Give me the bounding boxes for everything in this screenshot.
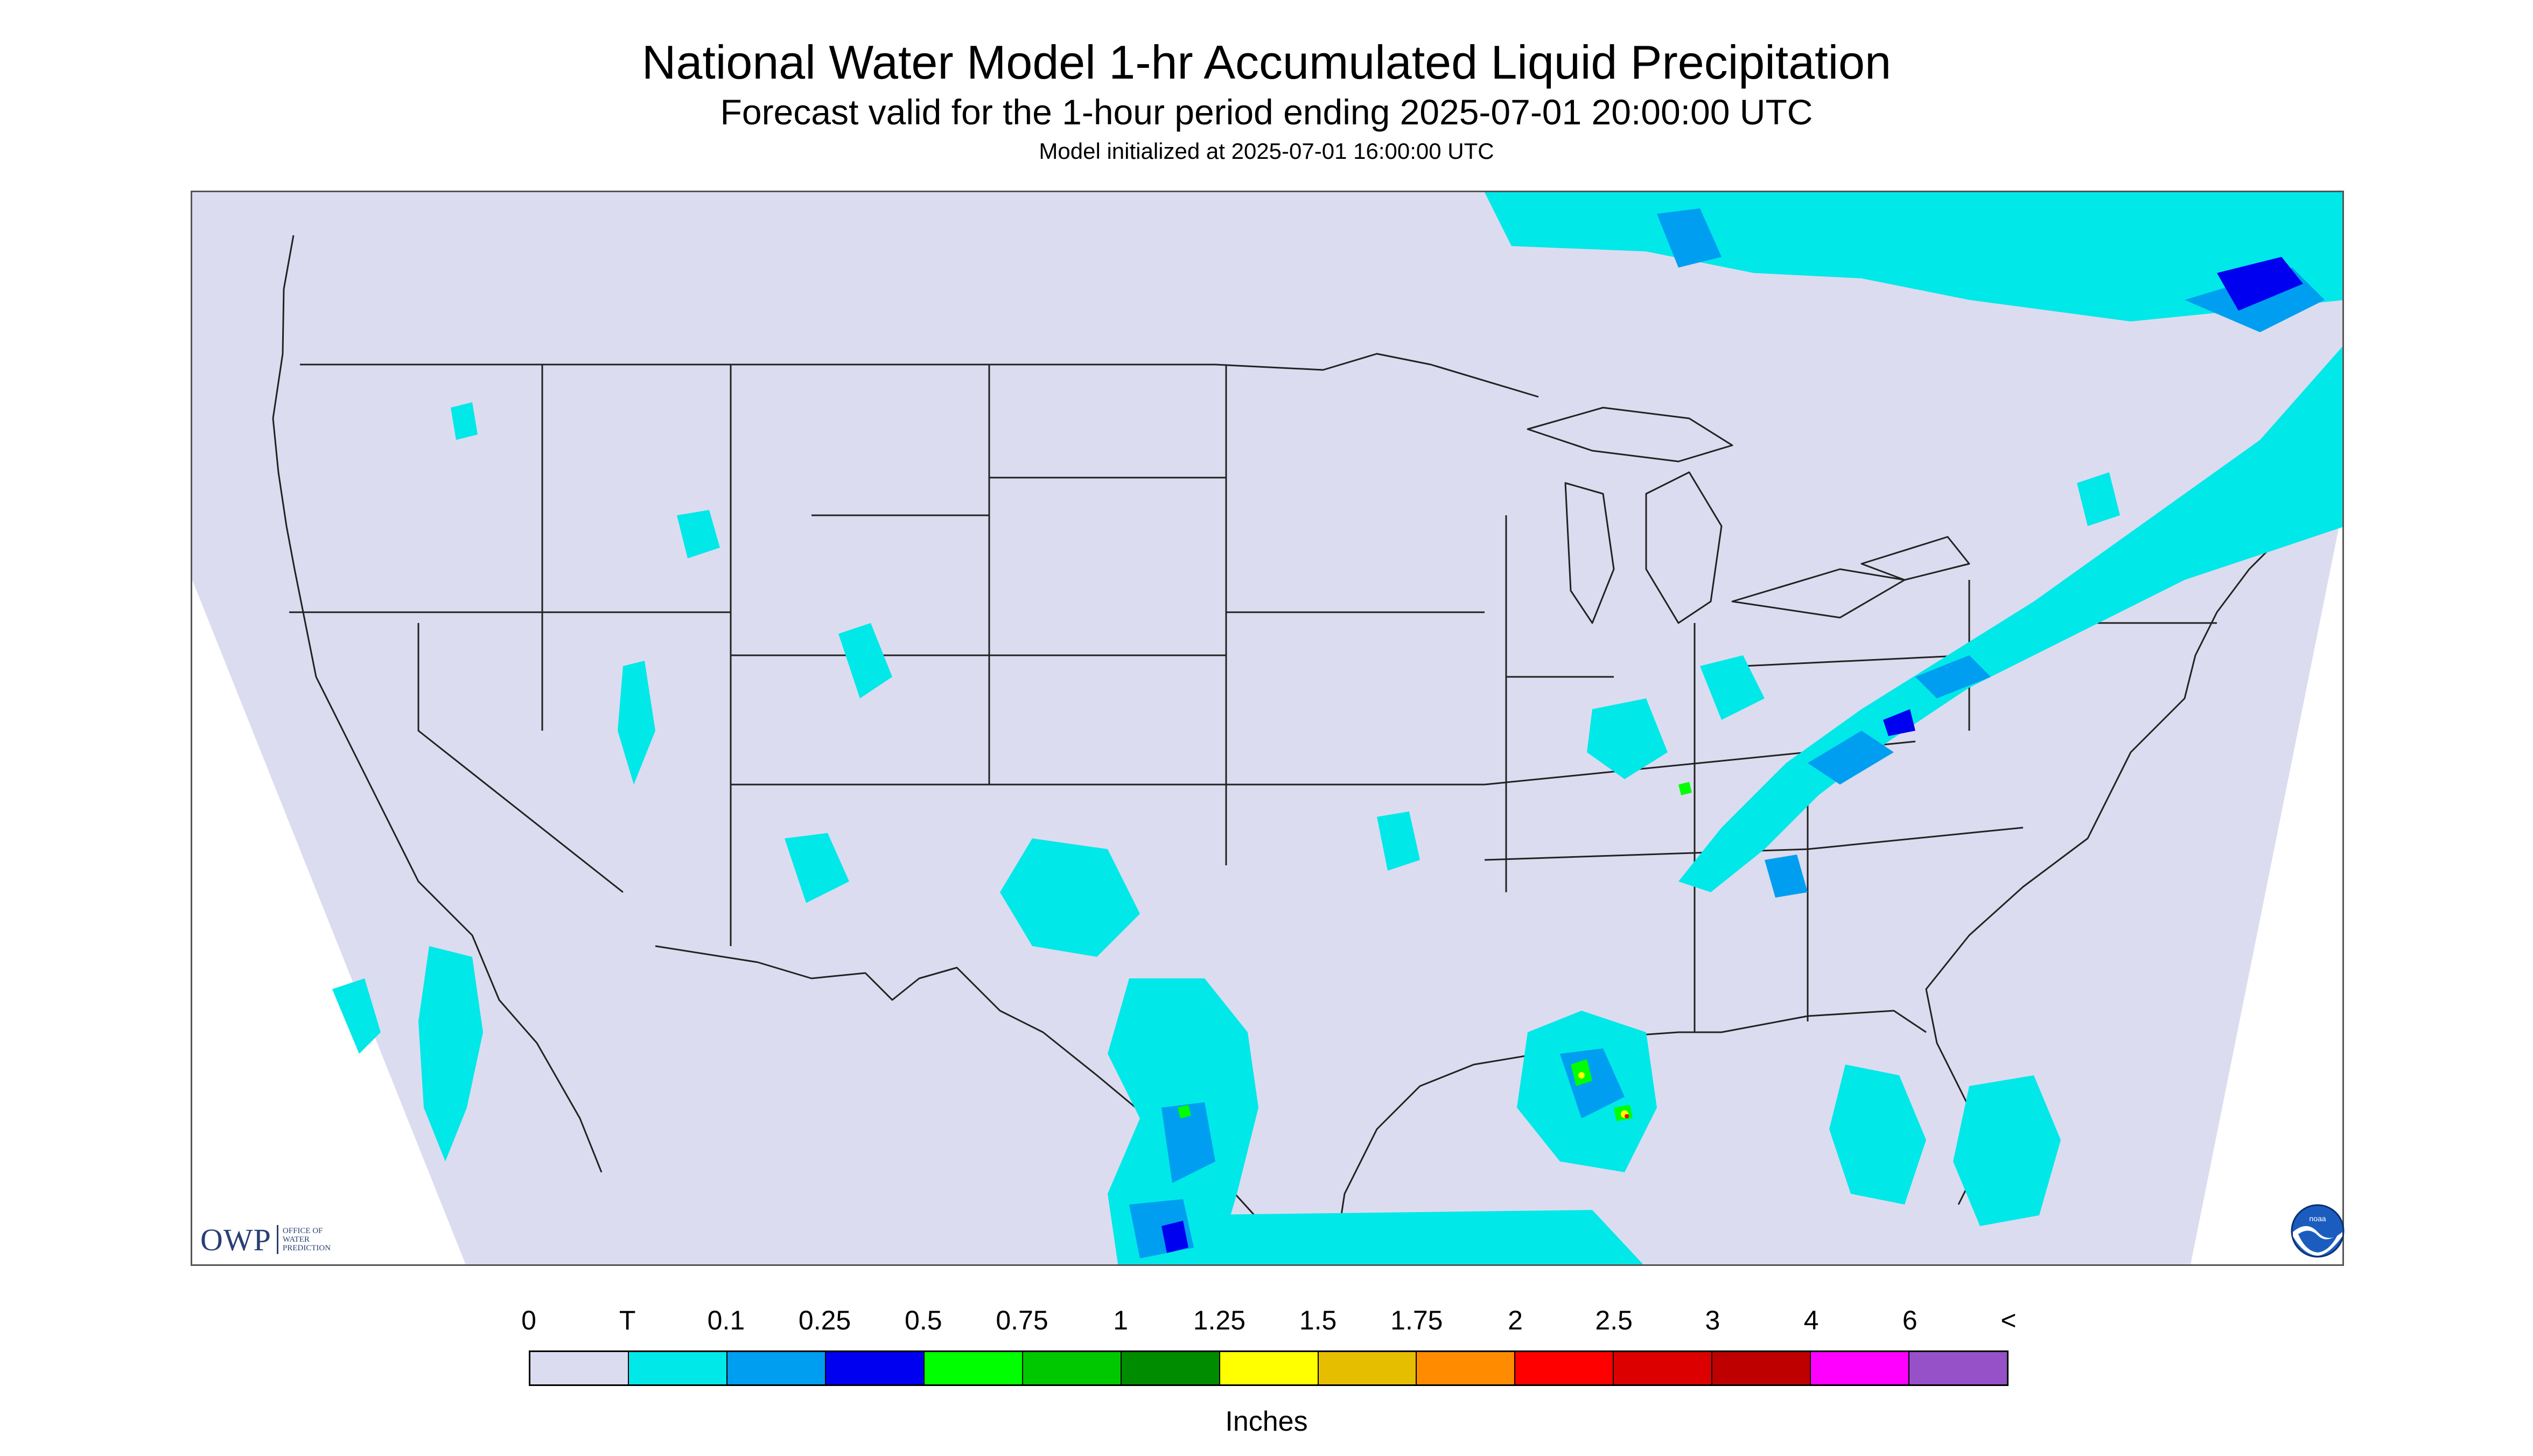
legend-tick-label: 0.1 bbox=[707, 1305, 745, 1335]
legend-tick-label: T bbox=[619, 1305, 636, 1335]
legend-swatch bbox=[825, 1352, 925, 1384]
owp-logo-letters: OWP bbox=[200, 1222, 271, 1257]
legend-tick-label: 3 bbox=[1705, 1305, 1720, 1335]
legend-swatch bbox=[1811, 1352, 1910, 1384]
color-legend bbox=[529, 1350, 2009, 1386]
map-canvas bbox=[192, 192, 2342, 1264]
legend-tick-label: 1.25 bbox=[1193, 1305, 1246, 1335]
legend-swatch bbox=[1712, 1352, 1811, 1384]
legend-tick-label: 0.25 bbox=[798, 1305, 851, 1335]
legend-units: Inches bbox=[1225, 1406, 1308, 1437]
legend-tick-label: 1 bbox=[1113, 1305, 1129, 1335]
legend-swatch bbox=[1417, 1352, 1516, 1384]
legend-tick-label: 0 bbox=[521, 1305, 536, 1335]
legend-swatch bbox=[1318, 1352, 1417, 1384]
model-initialized-line: Model initialized at 2025-07-01 16:00:00… bbox=[1039, 138, 1494, 164]
model-domain-area bbox=[192, 192, 2342, 1264]
owp-logo: OWP OFFICE OF WATER PREDICTION bbox=[200, 1222, 331, 1257]
owp-logo-divider bbox=[276, 1225, 278, 1254]
legend-tick-label: 6 bbox=[1902, 1305, 1918, 1335]
legend-swatch bbox=[530, 1352, 629, 1384]
map-title: National Water Model 1-hr Accumulated Li… bbox=[641, 36, 1892, 89]
legend-swatch bbox=[1023, 1352, 1122, 1384]
legend-swatch bbox=[628, 1352, 727, 1384]
precip-moderate-areas bbox=[1161, 257, 2303, 1253]
legend-swatch bbox=[924, 1352, 1023, 1384]
legend-swatch bbox=[1614, 1352, 1713, 1384]
legend-swatch bbox=[1220, 1352, 1319, 1384]
svg-text:noaa: noaa bbox=[2309, 1214, 2326, 1223]
owp-logo-text: OFFICE OF WATER PREDICTION bbox=[282, 1227, 331, 1252]
legend-swatch bbox=[1515, 1352, 1614, 1384]
legend-swatch bbox=[1121, 1352, 1220, 1384]
precipitation-map bbox=[191, 191, 2344, 1266]
legend-tick-label: 0.75 bbox=[996, 1305, 1048, 1335]
legend-tick-label: 1.75 bbox=[1390, 1305, 1443, 1335]
legend-swatch bbox=[727, 1352, 826, 1384]
legend-swatch bbox=[1909, 1352, 2007, 1384]
legend-tick-label: 2 bbox=[1508, 1305, 1523, 1335]
state-borders bbox=[272, 235, 2326, 1264]
precip-extreme-spots bbox=[1625, 1114, 1629, 1118]
noaa-logo: noaa bbox=[2291, 1204, 2345, 1261]
legend-tick-label: 4 bbox=[1803, 1305, 1819, 1335]
legend-tick-label: 0.5 bbox=[905, 1305, 942, 1335]
legend-tick-label: 2.5 bbox=[1595, 1305, 1633, 1335]
forecast-valid-subtitle: Forecast valid for the 1-hour period end… bbox=[720, 92, 1813, 132]
legend-tick-label: < bbox=[2000, 1305, 2017, 1335]
legend-tick-label: 1.5 bbox=[1299, 1305, 1337, 1335]
